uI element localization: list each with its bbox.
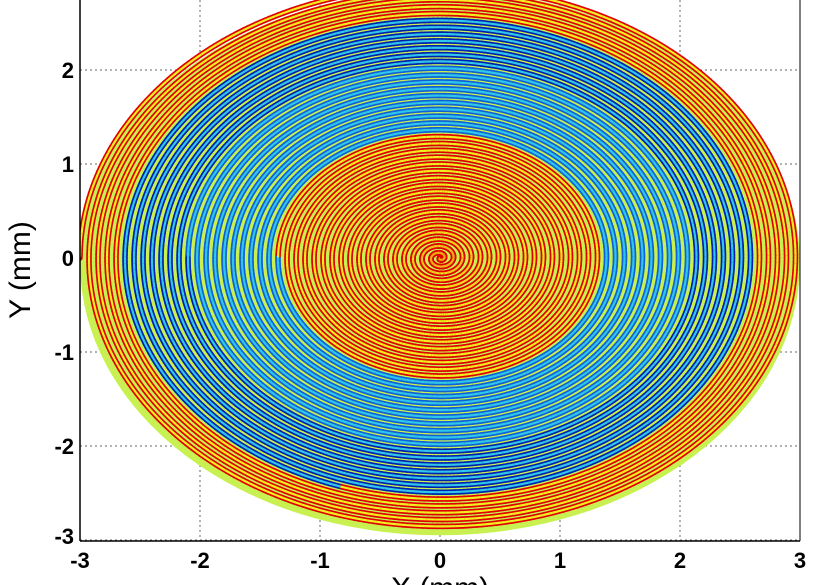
spiral-rings bbox=[80, 0, 800, 536]
